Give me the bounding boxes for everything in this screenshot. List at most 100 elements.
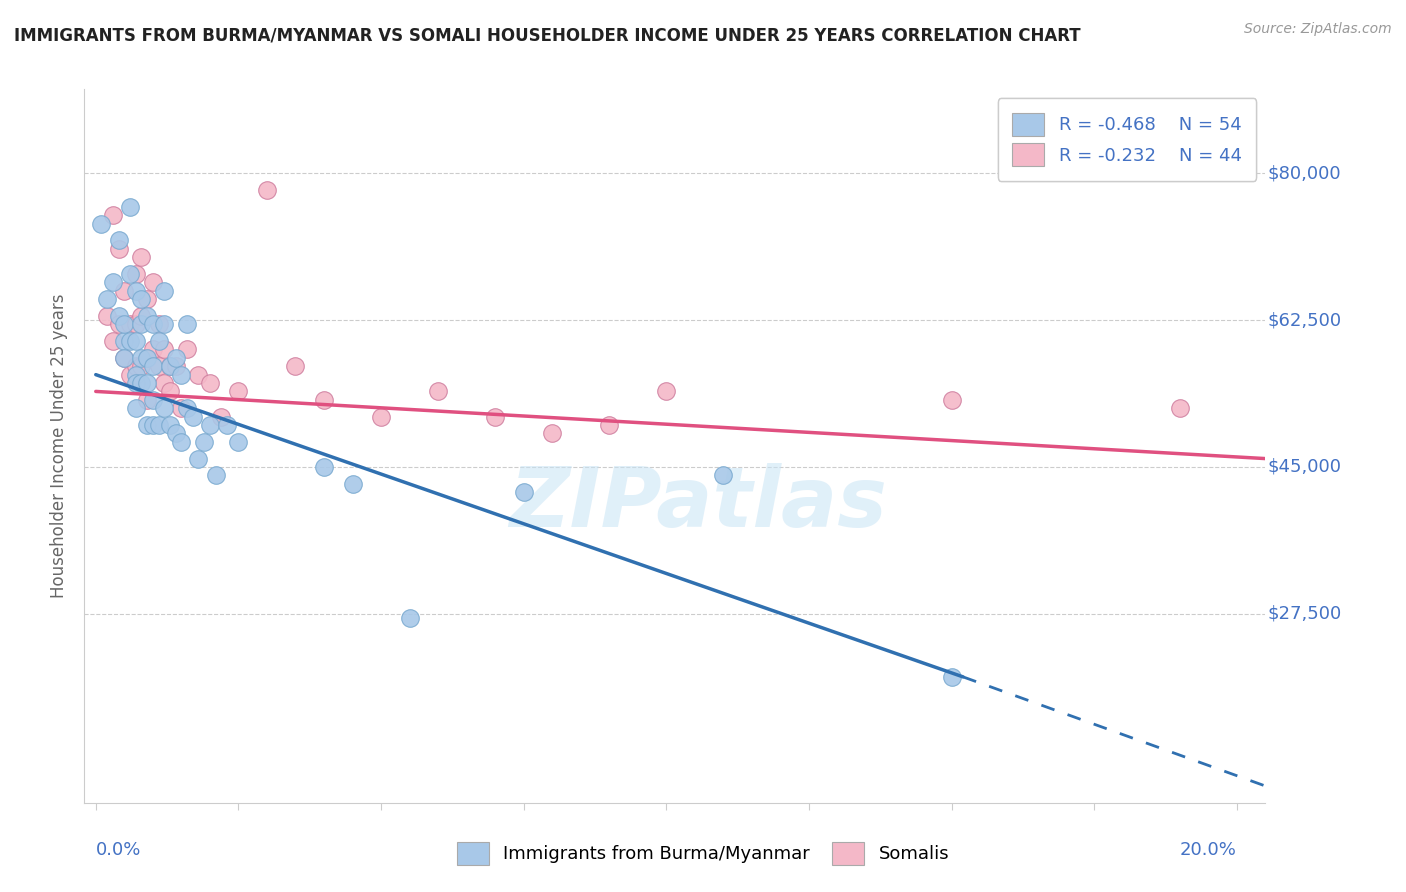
Point bbox=[165, 359, 187, 374]
Point bbox=[142, 359, 165, 374]
Point bbox=[96, 292, 118, 306]
Point bbox=[148, 359, 170, 374]
Point bbox=[370, 409, 392, 424]
Point bbox=[101, 334, 124, 348]
Point bbox=[142, 417, 165, 432]
Point bbox=[107, 309, 129, 323]
Point bbox=[187, 451, 209, 466]
Point bbox=[342, 476, 364, 491]
Text: 20.0%: 20.0% bbox=[1180, 840, 1237, 859]
Text: $62,500: $62,500 bbox=[1268, 311, 1341, 329]
Point bbox=[312, 392, 335, 407]
Point bbox=[131, 318, 153, 332]
Point bbox=[153, 318, 176, 332]
Point bbox=[125, 376, 148, 390]
Point bbox=[131, 250, 153, 264]
Point bbox=[228, 384, 250, 399]
Point bbox=[711, 468, 734, 483]
Point bbox=[598, 417, 620, 432]
Point bbox=[112, 351, 135, 365]
Point bbox=[125, 267, 148, 281]
Point bbox=[131, 351, 153, 365]
Point bbox=[90, 217, 112, 231]
Point bbox=[107, 233, 129, 247]
Point bbox=[101, 208, 124, 222]
Point bbox=[136, 351, 159, 365]
Point bbox=[198, 376, 221, 390]
Point bbox=[125, 401, 148, 416]
Point bbox=[176, 343, 198, 357]
Point bbox=[125, 368, 148, 382]
Point bbox=[125, 334, 148, 348]
Text: $45,000: $45,000 bbox=[1268, 458, 1341, 476]
Point bbox=[118, 267, 141, 281]
Point bbox=[165, 351, 187, 365]
Point bbox=[193, 434, 215, 449]
Point bbox=[484, 409, 506, 424]
Point bbox=[107, 242, 129, 256]
Point bbox=[142, 318, 165, 332]
Point bbox=[118, 368, 141, 382]
Point bbox=[136, 351, 159, 365]
Point bbox=[142, 275, 165, 289]
Point bbox=[107, 318, 129, 332]
Legend: R = -0.468    N = 54, R = -0.232    N = 44: R = -0.468 N = 54, R = -0.232 N = 44 bbox=[997, 98, 1257, 181]
Point bbox=[112, 318, 135, 332]
Point bbox=[136, 309, 159, 323]
Point bbox=[136, 376, 159, 390]
Point bbox=[541, 426, 564, 441]
Point bbox=[112, 351, 135, 365]
Point bbox=[187, 368, 209, 382]
Point bbox=[398, 611, 420, 625]
Point bbox=[142, 392, 165, 407]
Point bbox=[148, 417, 170, 432]
Point bbox=[118, 200, 141, 214]
Point bbox=[165, 426, 187, 441]
Point bbox=[131, 359, 153, 374]
Point bbox=[118, 334, 141, 348]
Point bbox=[1168, 401, 1191, 416]
Point bbox=[153, 284, 176, 298]
Point bbox=[204, 468, 226, 483]
Point bbox=[136, 292, 159, 306]
Point bbox=[142, 343, 165, 357]
Text: 0.0%: 0.0% bbox=[96, 840, 141, 859]
Point bbox=[101, 275, 124, 289]
Point bbox=[112, 284, 135, 298]
Point bbox=[228, 434, 250, 449]
Point bbox=[159, 359, 181, 374]
Point bbox=[125, 318, 148, 332]
Point bbox=[153, 376, 176, 390]
Point bbox=[125, 284, 148, 298]
Point bbox=[159, 384, 181, 399]
Point bbox=[655, 384, 678, 399]
Text: $80,000: $80,000 bbox=[1268, 164, 1341, 182]
Point bbox=[170, 401, 193, 416]
Point bbox=[256, 183, 278, 197]
Text: IMMIGRANTS FROM BURMA/MYANMAR VS SOMALI HOUSEHOLDER INCOME UNDER 25 YEARS CORREL: IMMIGRANTS FROM BURMA/MYANMAR VS SOMALI … bbox=[14, 27, 1081, 45]
Point bbox=[512, 485, 534, 500]
Point bbox=[131, 376, 153, 390]
Point bbox=[136, 392, 159, 407]
Point bbox=[941, 670, 963, 684]
Point bbox=[96, 309, 118, 323]
Point bbox=[112, 334, 135, 348]
Point bbox=[159, 359, 181, 374]
Point bbox=[176, 401, 198, 416]
Point bbox=[148, 334, 170, 348]
Point bbox=[159, 417, 181, 432]
Text: $27,500: $27,500 bbox=[1268, 605, 1341, 623]
Text: Source: ZipAtlas.com: Source: ZipAtlas.com bbox=[1244, 22, 1392, 37]
Point bbox=[148, 318, 170, 332]
Legend: Immigrants from Burma/Myanmar, Somalis: Immigrants from Burma/Myanmar, Somalis bbox=[447, 833, 959, 874]
Point bbox=[125, 359, 148, 374]
Point bbox=[131, 292, 153, 306]
Point bbox=[198, 417, 221, 432]
Point bbox=[284, 359, 307, 374]
Point bbox=[176, 318, 198, 332]
Y-axis label: Householder Income Under 25 years: Householder Income Under 25 years bbox=[51, 293, 69, 599]
Point bbox=[153, 343, 176, 357]
Point bbox=[941, 392, 963, 407]
Point bbox=[131, 309, 153, 323]
Text: ZIPatlas: ZIPatlas bbox=[509, 463, 887, 543]
